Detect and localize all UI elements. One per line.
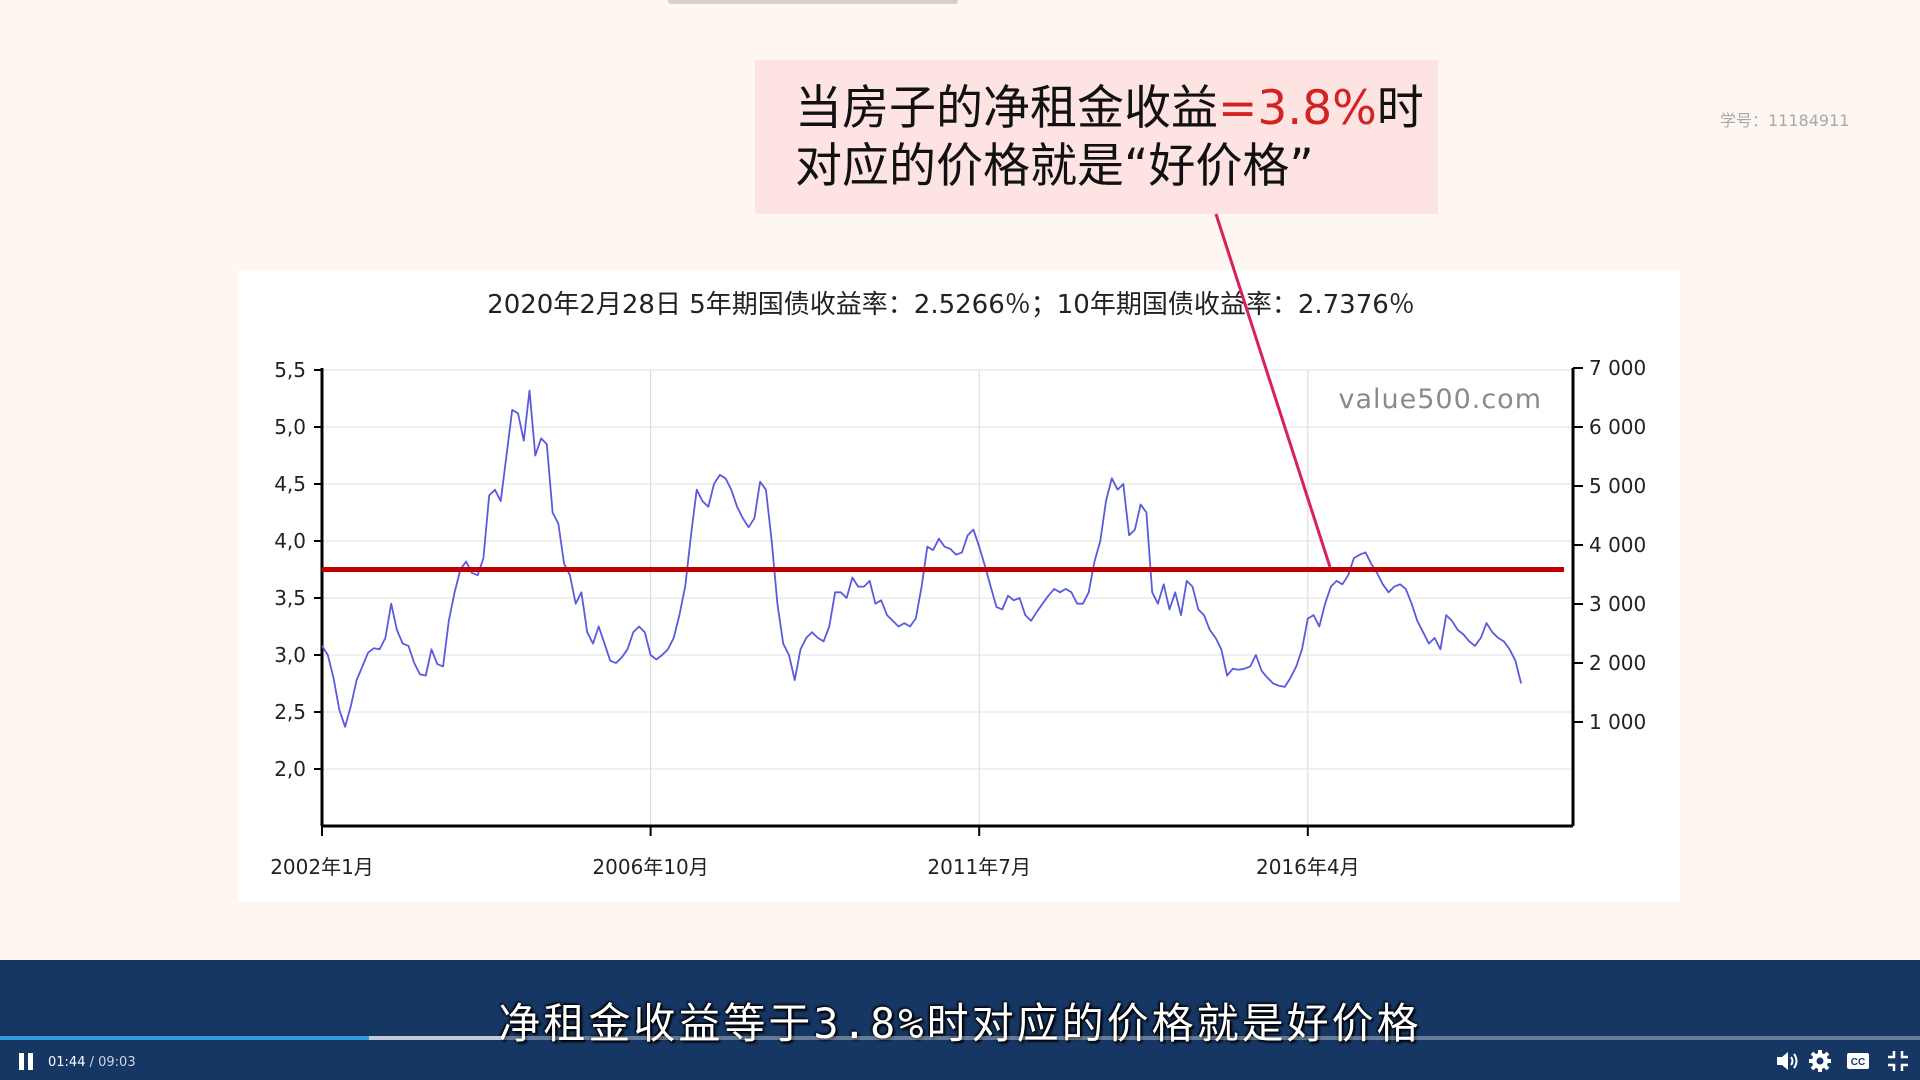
pause-icon-bar [28,1053,33,1070]
student-id-watermark: 学号：11184911 [1720,111,1850,130]
x-tick-label: 2011年7月 [927,855,1031,879]
x-tick-label: 2006年10月 [592,855,708,879]
y-tick-label-left: 2,0 [274,757,306,781]
y-tick-label-left: 3,5 [274,586,306,610]
y-tick-label-right: 5 000 [1589,474,1646,498]
settings-icon[interactable] [1807,1048,1833,1074]
yield-line-chart: 2020年2月28日 5年期国债收益率：2.5266％；10年期国债收益率：2.… [270,290,1646,879]
video-player-bar [0,960,1920,1080]
svg-text:CC: CC [1851,1057,1865,1068]
x-tick-label: 2016年4月 [1256,855,1360,879]
callout-line-1: 当房子的净租金收益=3.8%时 [795,80,1438,138]
exit-fullscreen-icon[interactable] [1885,1048,1911,1074]
chart-title: 2020年2月28日 5年期国债收益率：2.5266％；10年期国债收益率：2.… [487,290,1415,320]
time-separator: / [85,1055,99,1070]
progress-played [0,1036,369,1040]
y-tick-label-left: 3,0 [274,643,306,667]
video-subtitle: 净租金收益等于3.8%时对应的价格就是好价格 [498,999,1422,1048]
y-tick-label-right: 2 000 [1589,651,1646,675]
y-tick-label-right: 6 000 [1589,415,1646,439]
chart-watermark: value500.com [1338,384,1542,415]
progress-bar[interactable] [0,1036,1920,1040]
y-tick-label-right: 1 000 [1589,710,1646,734]
volume-icon[interactable] [1774,1048,1800,1074]
subtitles-icon[interactable]: CC [1845,1048,1871,1074]
y-tick-label-left: 4,5 [274,472,306,496]
callout-line-2: 对应的价格就是“好价格” [795,139,1314,194]
series-line [321,389,1522,728]
total-time: 09:03 [98,1055,136,1070]
y-tick-label-left: 2,5 [274,700,306,724]
pause-icon [19,1053,24,1070]
y-tick-label-right: 7 000 [1589,356,1646,380]
callout-highlight: =3.8% [1218,81,1377,136]
callout-text-suffix: 时 [1376,81,1424,136]
x-tick-label: 2002年1月 [270,855,374,879]
y-tick-label-left: 5,5 [274,358,306,382]
y-tick-label-right: 3 000 [1589,592,1646,616]
chart-card: 2020年2月28日 5年期国债收益率：2.5266％；10年期国债收益率：2.… [238,270,1680,901]
pause-button[interactable] [16,1051,38,1073]
y-tick-label-right: 4 000 [1589,533,1646,557]
top-edge-bar [668,0,958,4]
time-readout: 01:44 / 09:03 [48,1055,136,1070]
y-tick-label-left: 5,0 [274,415,306,439]
y-tick-label-left: 4,0 [274,529,306,553]
callout-box: 当房子的净租金收益=3.8%时 对应的价格就是“好价格” [755,60,1438,214]
current-time: 01:44 [48,1055,86,1070]
callout-text: 当房子的净租金收益 [795,81,1218,136]
